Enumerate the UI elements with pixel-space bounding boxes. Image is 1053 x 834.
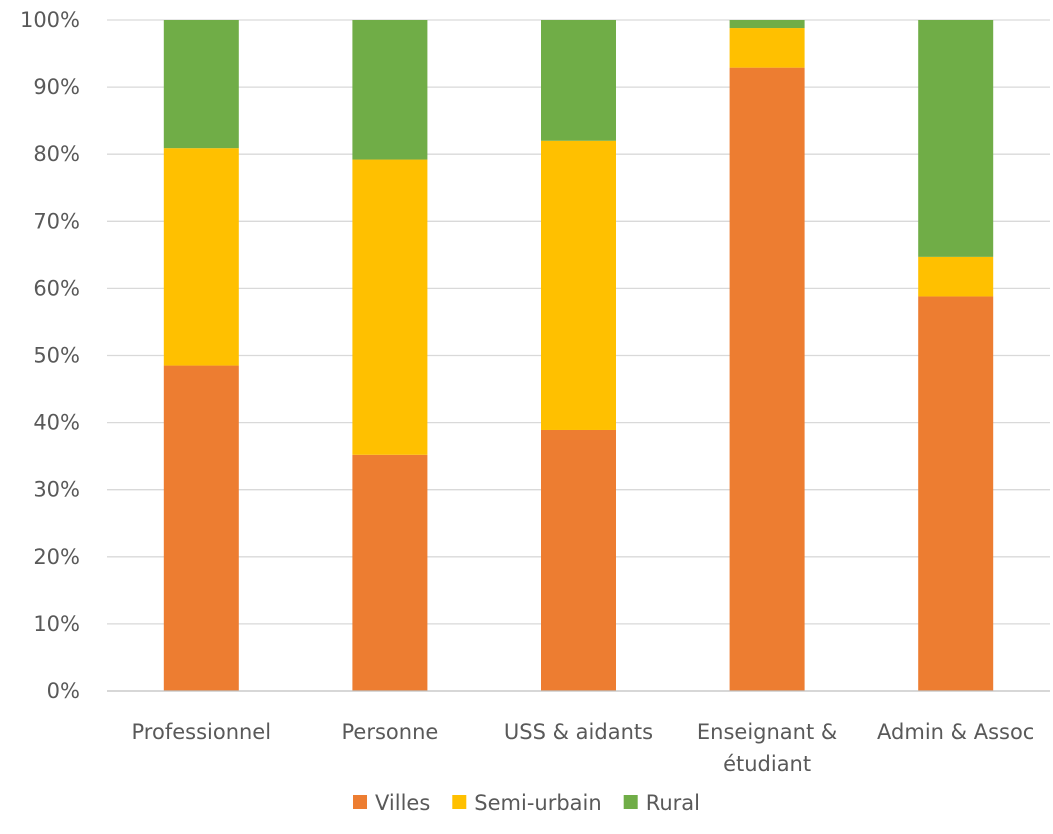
y-tick-label: 0% — [47, 679, 80, 703]
y-tick-label: 30% — [33, 478, 80, 502]
axes: 0% 10% 20% 30% 40% 50% 60% 70% 80% 90% 100% Profess… — [20, 8, 1050, 776]
bar-segment-villes — [918, 296, 994, 691]
y-tick-label: 60% — [33, 276, 80, 300]
legend-swatch — [353, 795, 368, 809]
x-tick-label: étudiant — [723, 752, 811, 776]
y-tick-label: 40% — [33, 411, 80, 435]
legend-label: Rural — [646, 791, 700, 815]
bar-segment-rural — [163, 20, 239, 149]
x-tick-label: USS & aidants — [504, 720, 653, 744]
bar-segment-villes — [352, 454, 428, 691]
y-tick-label: 70% — [33, 209, 80, 233]
bar-segment-semi-urbain — [729, 28, 805, 68]
bars — [163, 20, 994, 692]
y-tick-label: 10% — [33, 612, 80, 636]
y-tick-label: 90% — [33, 75, 80, 99]
bar-segment-semi-urbain — [918, 256, 994, 297]
bar-segment-rural — [918, 20, 994, 257]
x-tick-label: Admin & Assoc — [877, 720, 1034, 744]
legend-swatch — [452, 795, 467, 809]
bar-segment-rural — [729, 20, 805, 29]
x-tick-label: Personne — [342, 720, 439, 744]
bar-segment-semi-urbain — [163, 148, 239, 366]
y-tick-label: 100% — [20, 8, 80, 32]
y-tick-label: 20% — [33, 545, 80, 569]
bar-segment-semi-urbain — [541, 140, 616, 430]
bar-segment-semi-urbain — [352, 159, 428, 455]
legend-label: Semi-urbain — [474, 791, 601, 815]
bar-segment-villes — [163, 365, 239, 691]
bar-segment-villes — [729, 67, 805, 692]
legend-swatch — [623, 795, 638, 809]
y-tick-label: 80% — [33, 142, 80, 166]
bar-segment-rural — [352, 20, 428, 160]
x-tick-label: Enseignant & — [697, 720, 837, 744]
bar-segment-rural — [541, 20, 616, 141]
legend-label: Villes — [375, 791, 430, 815]
x-tick-label: Professionnel — [132, 720, 272, 744]
legend: Villes Semi-urbain Rural — [353, 791, 700, 815]
y-tick-label: 50% — [33, 344, 80, 368]
bar-segment-villes — [541, 429, 616, 691]
